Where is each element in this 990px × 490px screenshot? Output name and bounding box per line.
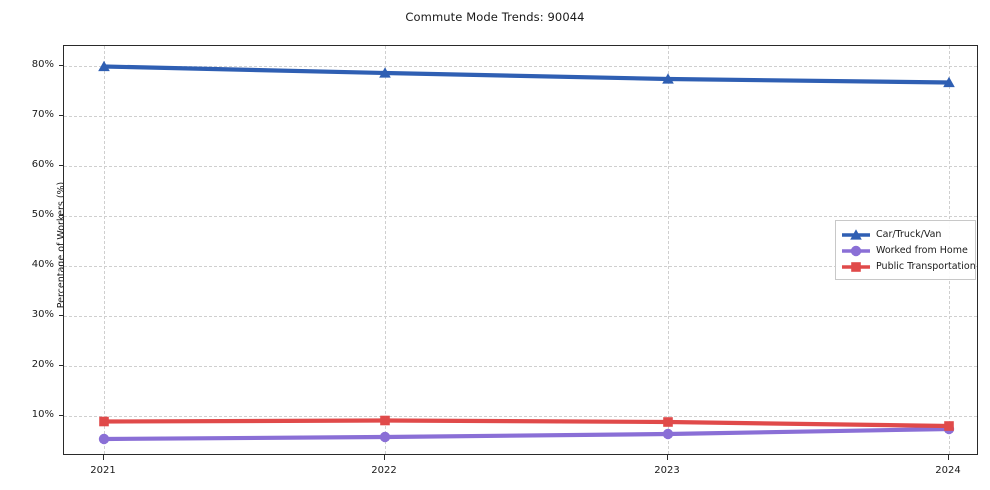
data-point-2021 bbox=[98, 60, 110, 72]
legend-marker-icon bbox=[841, 243, 871, 257]
y-tick-label-40: 40% bbox=[31, 259, 54, 270]
x-tick-label-2024: 2024 bbox=[935, 465, 961, 476]
legend-item[interactable]: Car/Truck/Van bbox=[841, 226, 969, 242]
legend-item[interactable]: Public Transportation bbox=[841, 258, 976, 274]
gridline-y-40 bbox=[64, 266, 977, 267]
data-point-2022 bbox=[380, 415, 390, 426]
y-tick-label-50: 50% bbox=[31, 209, 54, 220]
series-car-truck-van bbox=[98, 60, 955, 88]
x-tick-label-2022: 2022 bbox=[371, 465, 397, 476]
legend-label: Public Transportation bbox=[876, 260, 976, 272]
gridline-x-2022 bbox=[385, 46, 386, 454]
x-tick-label-2021: 2021 bbox=[90, 465, 116, 476]
gridline-x-2023 bbox=[668, 46, 669, 454]
series-line bbox=[101, 64, 952, 85]
legend-label: Worked from Home bbox=[876, 244, 968, 256]
series-public-transportation bbox=[99, 415, 954, 431]
gridline-y-60 bbox=[64, 166, 977, 167]
data-point-2023 bbox=[662, 428, 674, 440]
gridline-y-80 bbox=[64, 66, 977, 67]
legend-item[interactable]: Worked from Home bbox=[841, 242, 969, 258]
y-tick-label-70: 70% bbox=[31, 109, 54, 120]
data-point-2022 bbox=[379, 431, 391, 443]
legend-label: Car/Truck/Van bbox=[876, 228, 942, 240]
y-tick-mark-70 bbox=[59, 115, 63, 116]
y-tick-mark-40 bbox=[59, 265, 63, 266]
gridline-y-30 bbox=[64, 316, 977, 317]
data-point-2021 bbox=[99, 416, 109, 427]
legend-marker-icon bbox=[841, 259, 871, 273]
x-tick-label-2023: 2023 bbox=[654, 465, 680, 476]
series-line bbox=[101, 426, 952, 442]
data-point-2023 bbox=[663, 417, 673, 427]
y-tick-label-30: 30% bbox=[31, 309, 54, 320]
plot-area bbox=[63, 45, 978, 455]
x-tick-mark-2024 bbox=[948, 455, 949, 460]
data-point-2021 bbox=[98, 433, 110, 445]
y-tick-mark-10 bbox=[59, 415, 63, 416]
y-tick-mark-20 bbox=[59, 365, 63, 366]
gridline-y-10 bbox=[64, 416, 977, 417]
data-point-2024 bbox=[943, 76, 955, 88]
y-tick-mark-60 bbox=[59, 165, 63, 166]
y-tick-label-60: 60% bbox=[31, 159, 54, 170]
gridline-y-20 bbox=[64, 366, 977, 367]
y-tick-mark-30 bbox=[59, 315, 63, 316]
x-tick-mark-2023 bbox=[667, 455, 668, 460]
y-tick-label-20: 20% bbox=[31, 359, 54, 370]
data-point-2024 bbox=[944, 421, 954, 431]
gridline-y-70 bbox=[64, 116, 977, 117]
x-tick-mark-2022 bbox=[384, 455, 385, 460]
y-tick-mark-50 bbox=[59, 215, 63, 216]
series-worked-from-home bbox=[98, 423, 955, 445]
chart-legend: Car/Truck/Van Worked from Home Public Tran… bbox=[835, 220, 976, 280]
gridline-y-50 bbox=[64, 216, 977, 217]
chart-title: Commute Mode Trends: 90044 bbox=[405, 10, 585, 24]
y-tick-label-10: 10% bbox=[31, 409, 54, 420]
gridline-x-2021 bbox=[104, 46, 105, 454]
y-tick-mark-80 bbox=[59, 65, 63, 66]
legend-marker-icon bbox=[841, 227, 871, 241]
data-point-2022 bbox=[379, 67, 391, 78]
series-line bbox=[101, 418, 952, 429]
y-tick-label-80: 80% bbox=[31, 59, 54, 70]
data-point-2023 bbox=[662, 73, 674, 84]
series-layer bbox=[98, 60, 955, 445]
x-tick-mark-2021 bbox=[103, 455, 104, 460]
